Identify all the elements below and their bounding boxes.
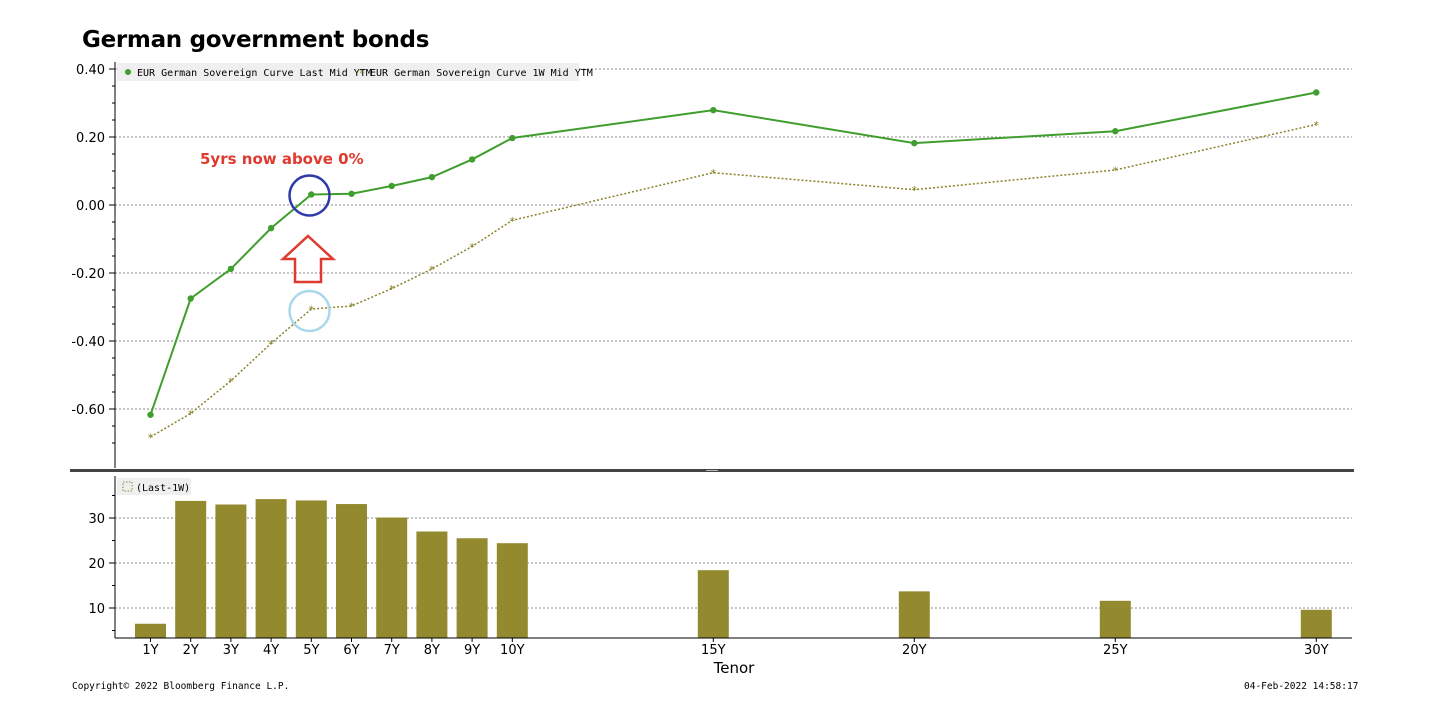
x-tick-label: 20Y <box>902 643 927 658</box>
series-point-last <box>267 224 275 232</box>
series-point-last <box>348 190 355 197</box>
bar <box>255 499 287 638</box>
top-y-tick-label: -0.60 <box>71 403 105 418</box>
bar <box>1300 609 1332 638</box>
legend-marker-last <box>125 69 131 75</box>
series-point-1w: * <box>228 375 234 388</box>
bar <box>175 500 207 638</box>
annotation-circle-last <box>288 174 331 217</box>
series-point-last <box>468 156 476 163</box>
x-tick-label: 1Y <box>142 643 158 658</box>
bar <box>135 623 166 638</box>
copyright-text: Copyright© 2022 Bloomberg Finance L.P. <box>72 681 290 692</box>
bar <box>416 531 448 638</box>
series-point-1w: * <box>429 263 435 276</box>
top-y-tick-label: 0.40 <box>76 63 105 78</box>
series-point-last <box>308 191 315 198</box>
series-point-1w: * <box>469 241 475 254</box>
bottom-legend-box <box>117 478 191 495</box>
pane-separator <box>70 469 1354 472</box>
top-y-axis: 0.40 0.20 0.00 -0.20 -0.40 -0.60 <box>71 62 116 468</box>
series-point-1w: * <box>188 408 194 421</box>
bar <box>215 504 247 638</box>
series-point-1w: * <box>510 215 516 228</box>
top-gridlines <box>115 68 1352 410</box>
series-point-last <box>147 411 154 418</box>
annotation-text: 5yrs now above 0% <box>200 150 364 168</box>
bar <box>376 517 408 638</box>
x-axis: 1Y 2Y 3Y 4Y 5Y 6Y 7Y 8Y 9Y 10Y 15Y 20Y 25Y 30Y Tenor <box>115 637 1352 677</box>
series-point-last <box>388 182 395 190</box>
legend-label-1w: EUR German Sovereign Curve 1W Mid YTM <box>370 68 593 79</box>
x-tick-label: 30Y <box>1304 643 1329 658</box>
x-tick-label: 10Y <box>500 643 525 658</box>
x-axis-label: Tenor <box>713 659 756 677</box>
bottom-y-tick-label: 10 <box>88 602 105 617</box>
x-tick-label: 3Y <box>223 643 239 658</box>
bottom-y-axis: 30 20 10 <box>88 476 116 638</box>
top-y-tick-label: 0.20 <box>76 131 105 146</box>
x-tick-label: 7Y <box>384 643 400 658</box>
series-point-last <box>911 139 918 147</box>
annotation-circle-1w <box>288 289 331 333</box>
legend-label-last: EUR German Sovereign Curve Last Mid YTM <box>137 68 372 79</box>
x-tick-label: 6Y <box>343 643 359 658</box>
x-tick-label: 15Y <box>701 643 726 658</box>
bottom-y-tick-label: 20 <box>88 557 105 572</box>
series-point-last <box>187 295 194 302</box>
series-point-1w: * <box>912 184 918 197</box>
series-point-1w: * <box>711 167 717 180</box>
bar <box>898 591 930 638</box>
annotations: 5yrs now above 0% <box>200 150 364 333</box>
bottom-bars <box>135 499 1332 638</box>
top-legend-box <box>117 63 579 81</box>
bar <box>697 570 729 638</box>
bottom-legend: (Last-1W) <box>117 478 191 495</box>
bottom-legend-label: (Last-1W) <box>136 483 190 494</box>
bar <box>336 504 367 638</box>
series-point-last <box>509 134 516 142</box>
bar <box>456 538 488 638</box>
top-legend: EUR German Sovereign Curve Last Mid YTM*… <box>117 63 593 81</box>
bar <box>496 543 528 638</box>
top-y-tick-label: -0.20 <box>71 267 105 282</box>
chart-title: German government bonds <box>82 27 430 53</box>
bottom-legend-marker <box>122 481 133 492</box>
x-tick-label: 8Y <box>424 643 440 658</box>
x-tick-label: 5Y <box>303 643 319 658</box>
top-y-tick-label: -0.40 <box>71 335 105 350</box>
top-series: * * * * * * * * * * * * * * <box>147 89 1320 444</box>
series-point-1w: * <box>1314 119 1320 132</box>
series-point-last <box>428 173 436 181</box>
top-y-tick-label: 0.00 <box>76 199 105 214</box>
x-tick-label: 9Y <box>464 643 480 658</box>
bar <box>1099 600 1131 638</box>
series-point-1w: * <box>148 431 154 444</box>
legend-marker-1w: * <box>360 69 365 80</box>
series-point-last <box>227 265 235 273</box>
timestamp-text: 04-Feb-2022 14:58:17 <box>1244 681 1359 692</box>
annotation-up-arrow <box>279 234 337 284</box>
series-line-last <box>149 91 1317 416</box>
series-point-1w: * <box>349 300 355 313</box>
series-point-last <box>1313 89 1320 96</box>
bar <box>295 500 327 638</box>
x-tick-label: 4Y <box>263 643 279 658</box>
x-tick-label: 2Y <box>183 643 199 658</box>
series-point-1w: * <box>309 304 315 317</box>
series-line-1w <box>150 123 1317 438</box>
series-point-last <box>1112 128 1119 135</box>
bottom-y-tick-label: 30 <box>88 512 105 527</box>
series-point-last <box>710 106 717 114</box>
series-point-1w: * <box>389 283 395 296</box>
x-tick-label: 25Y <box>1103 643 1128 658</box>
series-point-1w: * <box>1113 164 1119 177</box>
series-point-1w: * <box>268 338 274 351</box>
